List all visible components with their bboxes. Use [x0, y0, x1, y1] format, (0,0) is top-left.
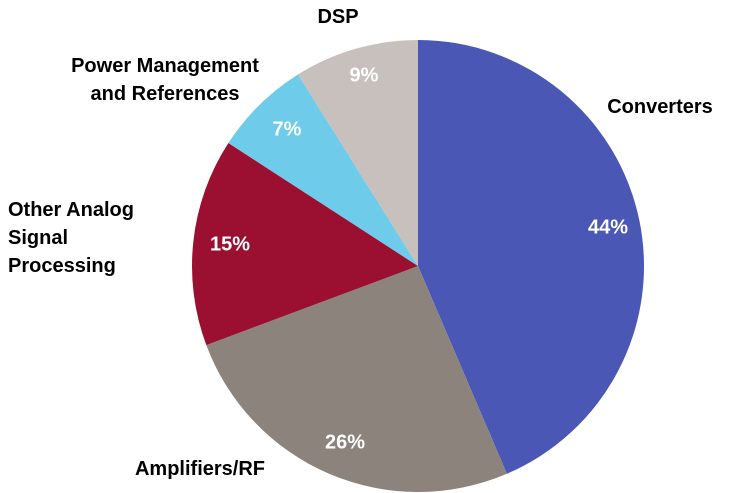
value-label: 9% [350, 64, 379, 86]
pie-slice [418, 40, 644, 474]
value-label: 15% [210, 233, 250, 255]
value-label: 26% [325, 431, 365, 453]
pie-slice [206, 266, 507, 492]
label-line: and References [91, 83, 240, 105]
slice-label: DSP [317, 6, 358, 28]
slice-label: Converters [607, 96, 713, 118]
pie-slice [191, 143, 418, 346]
label-line: Processing [8, 255, 116, 277]
label-line: Amplifiers/RF [135, 458, 265, 480]
slice-label: Other Analog Signal Processing [8, 199, 134, 277]
label-line: Other Analog [8, 199, 134, 221]
pie-slice [297, 39, 418, 266]
pie-slice [228, 74, 418, 267]
slice-label: Power Management and References [71, 55, 259, 105]
value-label: 44% [588, 216, 628, 238]
slice-label: Amplifiers/RF [135, 458, 265, 480]
label-line: Converters [607, 96, 713, 118]
value-label: 7% [273, 118, 302, 140]
label-line: Signal [8, 227, 68, 249]
label-line: DSP [317, 6, 358, 28]
label-line: Power Management [71, 55, 259, 77]
